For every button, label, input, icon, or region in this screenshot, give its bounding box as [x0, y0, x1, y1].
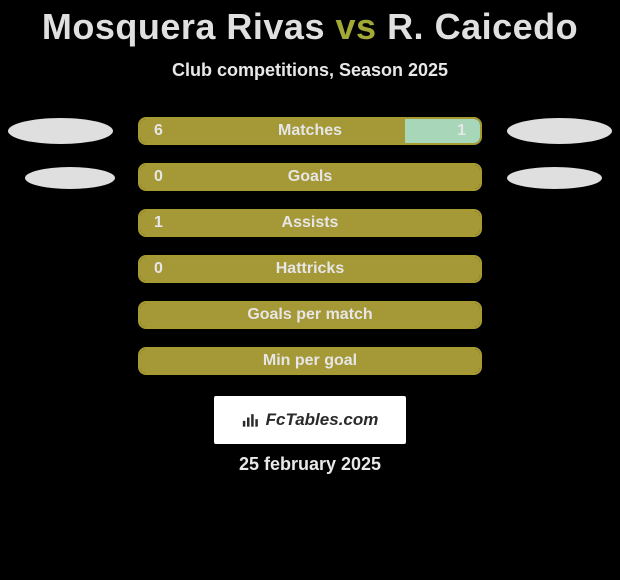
stat-row: Matches6 1	[0, 117, 620, 145]
stat-value-player1: 0	[154, 168, 163, 186]
source-badge-text: FcTables.com	[266, 410, 379, 430]
player2-marker	[507, 118, 612, 144]
player1-marker	[25, 167, 115, 189]
stat-bar: Goals per match	[138, 301, 482, 329]
stat-row: Min per goal	[0, 347, 620, 375]
player2-name: R. Caicedo	[387, 6, 578, 47]
stat-label: Matches	[140, 122, 480, 140]
stat-bar: Assists1	[138, 209, 482, 237]
stat-bar: Hattricks0	[138, 255, 482, 283]
stat-label: Goals	[140, 168, 480, 186]
source-badge: FcTables.com	[214, 396, 406, 444]
stat-label: Goals per match	[140, 306, 480, 324]
chart-bars-icon	[242, 412, 262, 428]
stat-row: Assists1	[0, 209, 620, 237]
stat-rows: Matches61Goals0Assists1Hattricks0Goals p…	[0, 117, 620, 375]
stat-row: Goals per match	[0, 301, 620, 329]
stat-label: Hattricks	[140, 260, 480, 278]
subtitle: Club competitions, Season 2025	[0, 60, 620, 81]
stat-value-player1: 6	[154, 122, 163, 140]
player2-marker	[507, 167, 602, 189]
stat-bar: Min per goal	[138, 347, 482, 375]
stat-bar: Goals0	[138, 163, 482, 191]
comparison-title: Mosquera Rivas vs R. Caicedo	[0, 0, 620, 48]
stat-value-player1: 1	[154, 214, 163, 232]
source-badge-inner: FcTables.com	[242, 410, 379, 430]
stat-bar: Matches6 1	[138, 117, 482, 145]
date-label: 25 february 2025	[0, 454, 620, 475]
stat-row: Hattricks0	[0, 255, 620, 283]
stat-label: Assists	[140, 214, 480, 232]
stat-label: Min per goal	[140, 352, 480, 370]
player1-name: Mosquera Rivas	[42, 6, 325, 47]
player1-marker	[8, 118, 113, 144]
vs-label: vs	[336, 6, 377, 47]
stat-value-player2: 1	[457, 122, 466, 140]
stat-row: Goals0	[0, 163, 620, 191]
stat-value-player1: 0	[154, 260, 163, 278]
